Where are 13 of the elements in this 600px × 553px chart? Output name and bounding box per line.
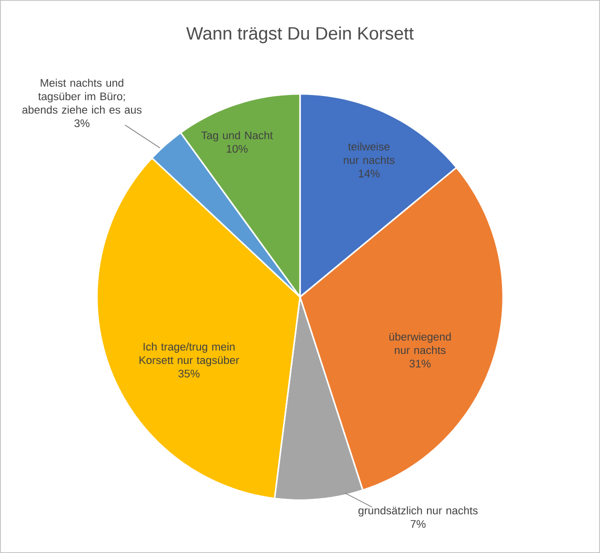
slice-label: überwiegend nur nachts xyxy=(389,332,451,354)
slice-label: Meist nachts und tagsüber im Büro; abends ziehe ich es aus xyxy=(22,78,142,114)
chart-title: Wann trägst Du Dein Korsett xyxy=(186,26,414,44)
data-label: 7% xyxy=(410,520,426,528)
slice-label: grundsätzlich nur nachts xyxy=(358,506,478,517)
data-label: 3% xyxy=(74,119,90,128)
data-label: 14% xyxy=(358,170,380,178)
data-label: 31% xyxy=(409,360,431,368)
slice-label: Tag und Nacht xyxy=(201,131,273,142)
data-label: 10% xyxy=(226,144,248,153)
data-label: 35% xyxy=(178,370,200,378)
slice-label: Ich trage/trug mein Korsett nur tagsüber xyxy=(140,342,240,366)
slice-label: teilweise nur nachts xyxy=(344,142,395,164)
